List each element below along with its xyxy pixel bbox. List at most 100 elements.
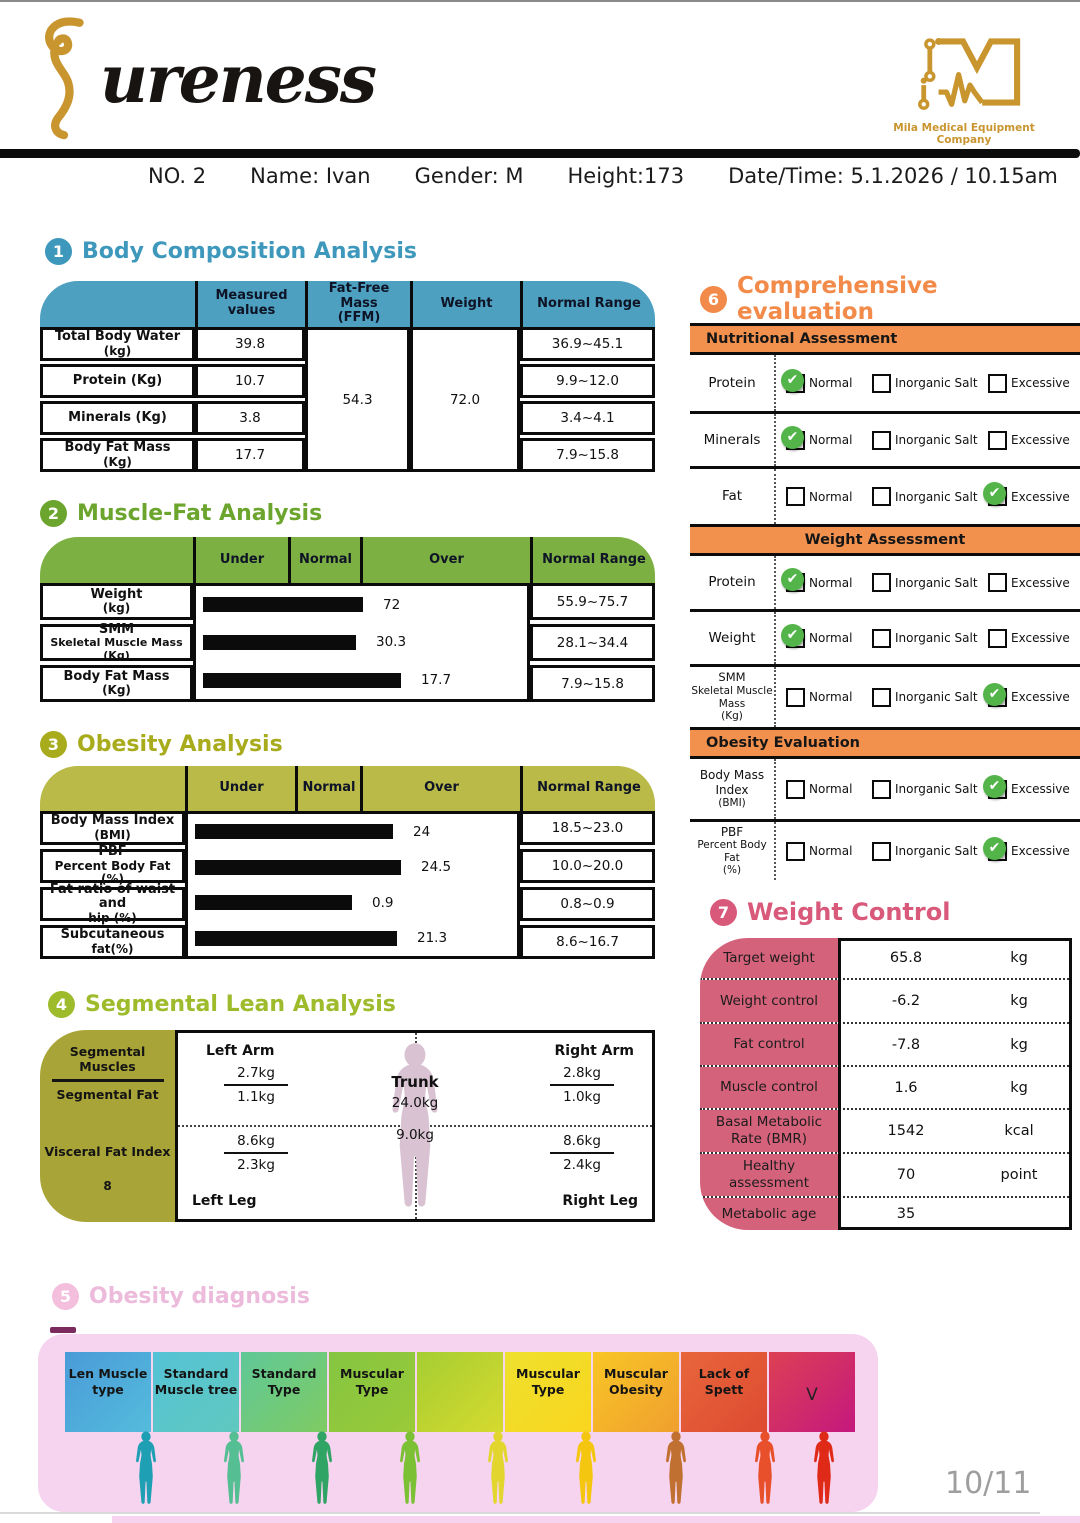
checkbox-icon: ✔	[786, 779, 805, 799]
normal-range: 8.6~16.7	[520, 925, 655, 959]
checkbox-excessive[interactable]: ✔Excessive	[988, 573, 1080, 592]
checkbox-normal[interactable]: ✔Normal	[786, 779, 872, 799]
value: -6.2	[891, 993, 921, 1009]
checkbox-normal[interactable]: ✔Normal	[781, 568, 872, 592]
checkbox-inorganic-salt[interactable]: ✔Inorganic Salt	[872, 487, 988, 506]
right-arm-label: Right Arm	[554, 1043, 634, 1059]
checkbox-normal[interactable]: ✔Normal	[781, 623, 872, 648]
ffm-value: 54.3	[305, 327, 410, 472]
body-type-figure	[814, 1431, 834, 1504]
row-label: Body Mass Index (BMI)	[40, 811, 185, 845]
top-hairline	[0, 0, 1080, 2]
checkbox-icon: ✔	[872, 373, 891, 393]
check-icon: ✔	[983, 774, 1006, 798]
measured-value: 17.7	[195, 438, 305, 472]
checkbox-inorganic-salt[interactable]: ✔Inorganic Salt	[872, 779, 988, 799]
checkbox-normal[interactable]: ✔Normal	[781, 425, 872, 450]
body-composition-header: Measured values Fat-Free Mass (FFM) Weigh…	[40, 281, 655, 327]
right-arm-values: 2.8kg 1.0kg	[550, 1065, 614, 1105]
wc-row: Target weight 65.8 kg	[700, 938, 1072, 980]
row-label: Body Fat Mass (Kg)	[40, 665, 193, 702]
normal-range: 7.9~15.8	[530, 665, 655, 702]
section-badge-2: 2	[40, 500, 67, 527]
checkbox-normal[interactable]: ✔Normal	[786, 841, 872, 861]
checkbox-icon: ✔	[872, 628, 891, 648]
checkbox-normal[interactable]: ✔Normal	[786, 487, 872, 506]
row-label: Fat ratio of waist and hip (%)	[40, 882, 185, 925]
checkbox-icon: ✔	[872, 779, 891, 799]
company-m-logo-icon	[918, 37, 1021, 110]
value: 35	[896, 1206, 916, 1222]
body-composition-table: Total Body Water (kg) 39.8 36.9~45.1 Prot…	[40, 327, 655, 472]
right-leg-label: Right Leg	[562, 1193, 638, 1209]
checkbox-icon: ✔	[872, 430, 891, 450]
selection-mark: V	[806, 1385, 818, 1405]
checkbox-inorganic-salt[interactable]: ✔Inorganic Salt	[872, 573, 988, 592]
patient-gender: Gender: M	[414, 164, 524, 188]
check-icon: ✔	[781, 368, 804, 392]
row-label: SMM Skeletal Muscle Mass (Kg)	[40, 622, 193, 661]
value: 70	[896, 1167, 916, 1183]
checkbox-excessive[interactable]: ✔Excessive	[983, 482, 1080, 506]
unit: point	[1000, 1167, 1038, 1183]
checkbox-icon: ✔	[872, 841, 891, 861]
brand-s-swirl-icon	[45, 17, 84, 140]
wc-row: Muscle control 1.6 kg	[700, 1067, 1072, 1110]
checkbox-inorganic-salt[interactable]: ✔Inorganic Salt	[872, 628, 988, 648]
pbf-bar	[195, 859, 401, 875]
row-label: Weight	[708, 629, 756, 646]
checkbox-excessive[interactable]: ✔Excessive	[988, 373, 1080, 393]
section-title-obesity-diagnosis: 5 Obesity diagnosis	[52, 1283, 310, 1310]
checkbox-icon: ✔	[988, 628, 1007, 648]
unit: kg	[1010, 1079, 1028, 1096]
section-badge-1: 1	[45, 238, 72, 265]
corner-cell	[40, 281, 195, 327]
checkbox-inorganic-salt[interactable]: ✔Inorganic Salt	[872, 687, 988, 707]
evaluation-row: Minerals ✔Normal ✔Inorganic Salt ✔Excess…	[690, 414, 1080, 469]
checkbox-inorganic-salt[interactable]: ✔Inorganic Salt	[872, 373, 988, 393]
normal-range: 36.9~45.1	[520, 327, 655, 361]
wc-row: Fat control -7.8 kg	[700, 1024, 1072, 1067]
body-type-figure	[666, 1431, 686, 1504]
normal-range: 7.9~15.8	[520, 438, 655, 472]
check-icon: ✔	[983, 682, 1006, 706]
row-label: Protein	[708, 374, 756, 391]
measured-value: 10.7	[195, 364, 305, 398]
patient-info-bar: NO. 2 Name: Ivan Gender: M Height:173 Da…	[148, 164, 1058, 188]
checkbox-normal[interactable]: ✔Normal	[786, 687, 872, 707]
checkbox-excessive[interactable]: ✔Excessive	[983, 774, 1080, 799]
row-label: PBF Percent Body Fat (%)	[697, 824, 767, 877]
body-type-box: Len Muscle type	[65, 1352, 151, 1432]
group-header-obesity: Obesity Evaluation	[690, 727, 1080, 759]
body-type-box: Muscular Type	[329, 1352, 415, 1432]
measured-value: 39.8	[195, 327, 305, 361]
checkbox-icon: ✔	[983, 482, 1007, 506]
evaluation-row: Fat ✔Normal ✔Inorganic Salt ✔Excessive	[690, 469, 1080, 524]
header-divider	[0, 149, 1080, 158]
body-type-box	[417, 1352, 503, 1432]
row-label: Fat	[721, 488, 743, 505]
checkbox-excessive[interactable]: ✔Excessive	[988, 430, 1080, 450]
checkbox-inorganic-salt[interactable]: ✔Inorganic Salt	[872, 841, 988, 861]
trunk-fat-value: 9.0kg	[396, 1127, 434, 1143]
checkbox-excessive[interactable]: ✔Excessive	[983, 682, 1080, 707]
checkbox-icon: ✔	[786, 687, 805, 707]
next-section-sliver	[112, 1516, 1080, 1523]
evaluation-row: Body Mass Index (BMI) ✔Normal ✔Inorganic…	[690, 759, 1080, 822]
checkbox-icon: ✔	[781, 425, 805, 450]
row-label: Body Fat Mass (Kg)	[40, 438, 195, 472]
obesity-analysis-header: Under Normal Over Normal Range	[40, 766, 655, 811]
checkbox-icon: ✔	[781, 623, 805, 648]
checkbox-icon: ✔	[988, 373, 1007, 393]
section-badge-6: 6	[700, 285, 727, 313]
body-type-box: Standard Muscle tree	[153, 1352, 239, 1432]
checkbox-excessive[interactable]: ✔Excessive	[983, 836, 1080, 861]
left-arm-values: 2.7kg 1.1kg	[224, 1065, 288, 1105]
checkbox-icon: ✔	[983, 836, 1007, 861]
checkbox-normal[interactable]: ✔Normal	[781, 368, 872, 393]
value: 65.8	[889, 950, 923, 966]
checkbox-inorganic-salt[interactable]: ✔Inorganic Salt	[872, 430, 988, 450]
row-label: Protein (Kg)	[40, 364, 195, 398]
checkbox-excessive[interactable]: ✔Excessive	[988, 628, 1080, 648]
